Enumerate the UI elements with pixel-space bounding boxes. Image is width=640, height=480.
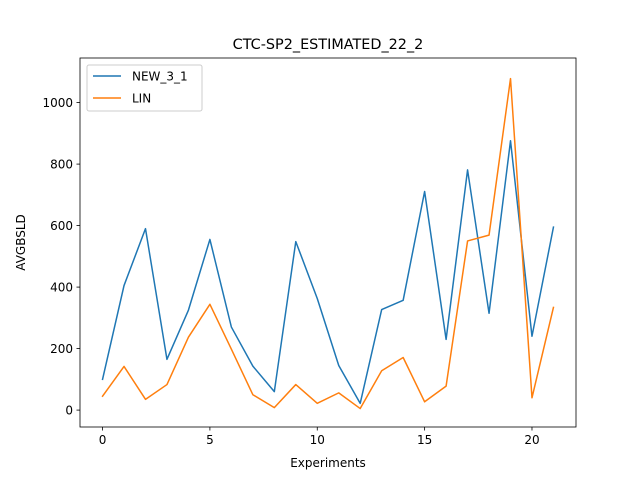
legend-label-lin: LIN [132,92,151,106]
series-layer [101,77,555,410]
series-line-lin [101,77,555,410]
x-tick-label: 5 [206,433,214,447]
y-tick-label: 800 [50,158,73,172]
x-axis-ticks: 0 5 10 15 20 [99,427,540,447]
legend: NEW_3_1 LIN [86,64,203,112]
plot-frame [79,57,577,428]
y-axis-ticks: 0 200 400 600 800 1000 [42,96,80,418]
x-tick-label: 0 [99,433,107,447]
chart-title: CTC-SP2_ESTIMATED_22_2 [233,37,424,53]
legend-label-new-3-1: NEW_3_1 [132,70,188,84]
x-tick-label: 15 [417,433,432,447]
y-tick-label: 0 [65,404,73,418]
x-tick-label: 20 [524,433,539,447]
y-tick-label: 200 [50,342,73,356]
y-tick-label: 400 [50,281,73,295]
y-axis-label: AVGBSLD [14,214,28,271]
series-line-new-3-1 [101,139,555,405]
y-tick-label: 1000 [42,96,73,110]
x-tick-label: 10 [310,433,325,447]
x-axis-label: Experiments [290,456,366,470]
y-tick-label: 600 [50,219,73,233]
